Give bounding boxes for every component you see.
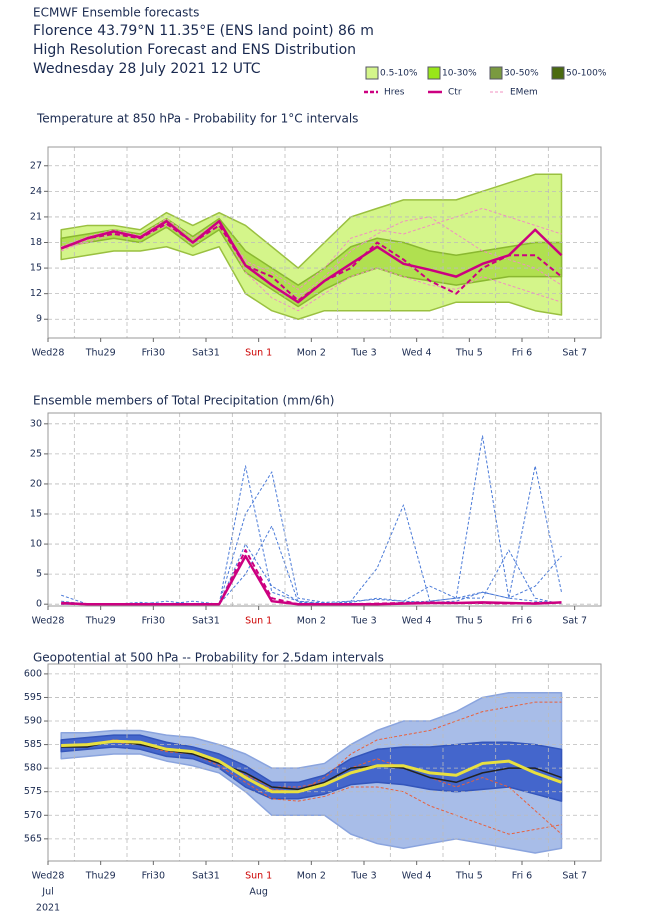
x-tick-label: Fri30 <box>142 871 165 882</box>
chart-title: Ensemble members of Total Precipitation … <box>33 394 335 408</box>
month-label: Jul <box>41 887 53 898</box>
legend-label: 50-100% <box>566 69 607 79</box>
x-tick-label: Sat31 <box>192 616 220 627</box>
x-tick-label: Mon 2 <box>297 871 326 882</box>
ensemble-member <box>61 740 562 835</box>
y-tick-label: 565 <box>24 833 42 844</box>
y-tick-label: 595 <box>24 692 42 703</box>
legend-swatch <box>427 66 441 80</box>
legend-swatch <box>365 66 379 80</box>
header-line: High Resolution Forecast and ENS Distrib… <box>33 42 356 58</box>
x-tick-label: Thu29 <box>85 616 116 627</box>
y-tick-label: 5 <box>36 569 42 580</box>
y-tick-label: 18 <box>30 237 42 248</box>
x-tick-label: Tue 3 <box>350 348 376 359</box>
y-tick-label: 600 <box>24 668 42 679</box>
ensemble-member <box>60 218 562 312</box>
x-tick-label: Wed28 <box>32 616 65 627</box>
ensemble-member <box>61 435 562 605</box>
ensemble-member <box>61 701 562 793</box>
chart-title: Geopotential at 500 hPa -- Probability f… <box>33 651 384 665</box>
y-tick-label: 20 <box>30 478 42 489</box>
legend-label: 30-50% <box>504 69 539 79</box>
x-tick-label: Fri 6 <box>512 616 532 627</box>
header-line: ECMWF Ensemble forecasts <box>33 6 199 20</box>
month-label: Aug <box>249 887 268 898</box>
x-tick-label: Sun 1 <box>245 348 272 359</box>
y-tick-label: 21 <box>30 211 42 222</box>
y-tick-label: 0 <box>36 599 42 610</box>
x-tick-label: Sun 1 <box>245 871 272 882</box>
legend-label: EMem <box>510 88 538 98</box>
x-tick-label: Mon 2 <box>297 616 326 627</box>
x-tick-label: Fri 6 <box>512 871 532 882</box>
x-tick-label: Wed 4 <box>402 871 432 882</box>
x-tick-label: Sat31 <box>192 348 220 359</box>
legend-label: Hres <box>384 88 405 98</box>
y-tick-label: 12 <box>30 288 42 299</box>
y-tick-label: 10 <box>30 539 42 550</box>
series-line <box>61 554 562 606</box>
y-tick-label: 15 <box>30 509 42 520</box>
x-tick-label: Sat 7 <box>562 871 587 882</box>
y-tick-label: 590 <box>24 716 42 727</box>
y-tick-label: 580 <box>24 763 42 774</box>
y-tick-label: 25 <box>30 448 42 459</box>
header-line: Wednesday 28 July 2021 12 UTC <box>33 61 261 77</box>
y-tick-label: 9 <box>36 314 42 325</box>
x-tick-label: Thu 5 <box>455 871 483 882</box>
x-tick-label: Sat31 <box>192 871 220 882</box>
y-tick-label: 15 <box>30 263 42 274</box>
y-tick-label: 27 <box>30 160 42 171</box>
legend-label: 10-30% <box>442 69 477 79</box>
x-tick-label: Wed28 <box>32 871 65 882</box>
chart-title: Temperature at 850 hPa - Probability for… <box>36 112 358 126</box>
y-tick-label: 30 <box>30 418 42 429</box>
series-line <box>61 740 562 791</box>
x-tick-label: Wed 4 <box>402 616 432 627</box>
x-tick-label: Sat 7 <box>562 348 587 359</box>
legend-swatch <box>551 66 565 80</box>
x-tick-label: Fri30 <box>142 616 165 627</box>
x-tick-label: Tue 3 <box>350 616 376 627</box>
x-tick-label: Mon 2 <box>297 348 326 359</box>
legend-swatch <box>489 66 503 80</box>
x-tick-label: Thu 5 <box>455 348 483 359</box>
x-tick-label: Tue 3 <box>350 871 376 882</box>
legend-label: 0.5-10% <box>380 69 418 79</box>
header-line: Florence 43.79°N 11.35°E (ENS land point… <box>33 23 374 39</box>
probability-band <box>60 217 563 308</box>
x-tick-label: Wed28 <box>32 348 65 359</box>
plot-frame <box>47 663 602 862</box>
series-line <box>60 219 563 304</box>
year-label: 2021 <box>36 903 60 914</box>
x-tick-label: Wed 4 <box>402 348 432 359</box>
x-tick-label: Thu29 <box>85 348 116 359</box>
plot-area <box>48 413 601 606</box>
x-tick-label: Fri 6 <box>512 348 532 359</box>
x-tick-label: Sat 7 <box>562 616 587 627</box>
x-tick-label: Fri30 <box>142 348 165 359</box>
y-tick-label: 570 <box>24 810 42 821</box>
x-tick-label: Thu 5 <box>455 616 483 627</box>
y-tick-label: 585 <box>24 739 42 750</box>
plot-frame <box>47 412 602 607</box>
y-tick-label: 575 <box>24 786 42 797</box>
series-line <box>61 739 563 794</box>
y-tick-label: 24 <box>30 186 42 197</box>
legend-label: Ctr <box>448 88 462 98</box>
probability-band <box>60 691 563 854</box>
ensemble-member <box>61 504 562 605</box>
x-tick-label: Thu29 <box>85 871 116 882</box>
x-tick-label: Sun 1 <box>245 616 272 627</box>
